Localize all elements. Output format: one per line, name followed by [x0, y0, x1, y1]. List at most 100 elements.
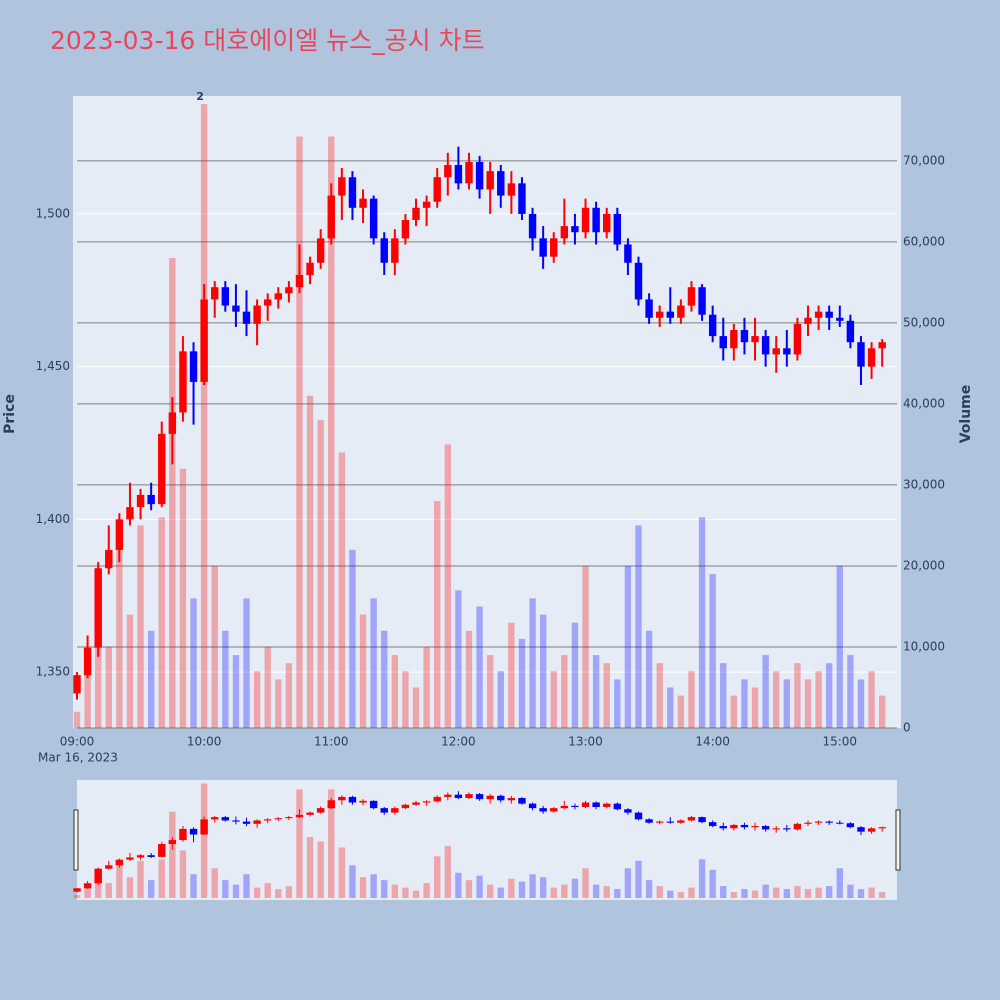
slider-candle-body — [783, 828, 791, 830]
slider-volume-bar — [571, 878, 579, 898]
volume-bar — [539, 614, 547, 728]
volume-bar — [550, 671, 557, 728]
volume-bar — [264, 646, 271, 728]
candle-body — [539, 238, 547, 257]
slider-candle-body — [274, 818, 282, 820]
slider-candle-body — [359, 800, 367, 803]
volume-bar — [783, 679, 790, 728]
slider-candle-body — [189, 828, 198, 835]
candle-body — [497, 171, 505, 196]
candle-body — [274, 293, 282, 300]
slider-volume-bar — [412, 890, 420, 898]
slider-volume-bar — [592, 884, 600, 898]
slider-candle-body — [814, 821, 823, 823]
slider-candle-body — [867, 828, 876, 832]
slider-candle-body — [136, 855, 145, 858]
volume-bar — [412, 687, 420, 728]
candle-body — [179, 351, 187, 413]
candle-body — [433, 177, 441, 202]
volume-bar — [391, 655, 399, 728]
slider-candle-body — [232, 820, 240, 822]
candle-body — [253, 305, 261, 324]
slider-candle-body — [740, 824, 749, 828]
slider-candle-body — [539, 808, 547, 812]
slider-candle-body — [613, 803, 622, 810]
slider-candle-body — [804, 822, 812, 824]
candle-body — [380, 238, 388, 263]
slider-candle-body — [751, 826, 759, 828]
volume-bar — [465, 630, 473, 728]
slider-candle-body — [592, 802, 600, 808]
slider-volume-bar — [730, 892, 738, 898]
slider-volume-bar — [836, 868, 843, 898]
slider-candle-body — [327, 800, 335, 809]
volume-bar — [190, 598, 197, 728]
slider-candle-body — [147, 855, 155, 857]
slider-candle-body — [486, 795, 494, 800]
volume-bar — [381, 630, 388, 728]
candle-body — [422, 201, 431, 208]
volume-bar — [698, 517, 706, 728]
candle-body — [465, 161, 473, 184]
x-tick-label: 11:00 — [314, 735, 349, 749]
candle-body — [867, 348, 876, 367]
volume-bar — [84, 663, 91, 728]
volume-bar — [688, 671, 695, 728]
slider-volume-bar — [741, 889, 748, 898]
volume-bar — [720, 663, 727, 728]
candle-body — [200, 299, 208, 382]
slider-volume-bar — [317, 841, 324, 898]
x-date-label: Mar 16, 2023 — [38, 751, 118, 765]
slider-candle-body — [263, 819, 272, 821]
slider-volume-bar — [137, 860, 144, 898]
volume-bar — [677, 695, 685, 728]
slider-volume-bar — [582, 868, 589, 898]
slider-volume-bar — [751, 890, 759, 898]
slider-volume-bar — [508, 878, 515, 898]
y2-axis-title: Volume — [958, 385, 974, 444]
candle-body — [232, 305, 240, 312]
slider-handle[interactable] — [895, 809, 901, 871]
candle-body — [634, 262, 643, 300]
volume-bar — [582, 565, 589, 728]
volume-bar — [487, 655, 494, 728]
slider-volume-bar — [444, 845, 451, 898]
volume-bar — [158, 517, 165, 728]
candle-body — [592, 207, 600, 233]
slider-volume-bar — [826, 886, 833, 898]
candle-body — [761, 336, 770, 355]
slider-candle-body — [200, 819, 208, 835]
slider-volume-bar — [211, 868, 218, 898]
volume-bar — [116, 549, 123, 728]
candle-body — [391, 238, 399, 263]
slider-volume-bar — [878, 892, 886, 898]
volume-bar — [179, 468, 187, 728]
slider-candle-body — [698, 817, 706, 823]
slider-candle-body — [497, 795, 505, 801]
slider-volume-bar — [720, 886, 727, 898]
slider-volume-bar — [857, 889, 865, 898]
volume-bar — [826, 663, 833, 728]
candle-body — [126, 507, 134, 520]
slider-candle-body — [719, 826, 727, 829]
slider-candle-body — [846, 823, 855, 828]
volume-bar — [211, 565, 218, 728]
volume-bar — [645, 630, 653, 728]
volume-bar — [773, 671, 780, 728]
candle-body — [105, 549, 113, 569]
candle-body — [211, 287, 219, 300]
slider-volume-bar — [296, 789, 303, 898]
slider-candle-body — [380, 808, 388, 813]
slider-volume-bar — [603, 886, 610, 898]
volume-bar — [476, 606, 483, 728]
x-tick-label: 13:00 — [568, 735, 603, 749]
volume-bar — [709, 574, 716, 728]
slider-candle-body — [253, 820, 261, 824]
slider-handle[interactable] — [73, 809, 79, 871]
slider-candle-body — [168, 840, 177, 845]
x-tick-label: 10:00 — [187, 735, 222, 749]
chart-title: 2023-03-16 대호에이엘 뉴스_공시 차트 — [50, 26, 485, 55]
slider-volume-bar — [667, 890, 674, 898]
slider-candle-body — [560, 805, 569, 809]
x-tick-label: 09:00 — [60, 735, 95, 749]
